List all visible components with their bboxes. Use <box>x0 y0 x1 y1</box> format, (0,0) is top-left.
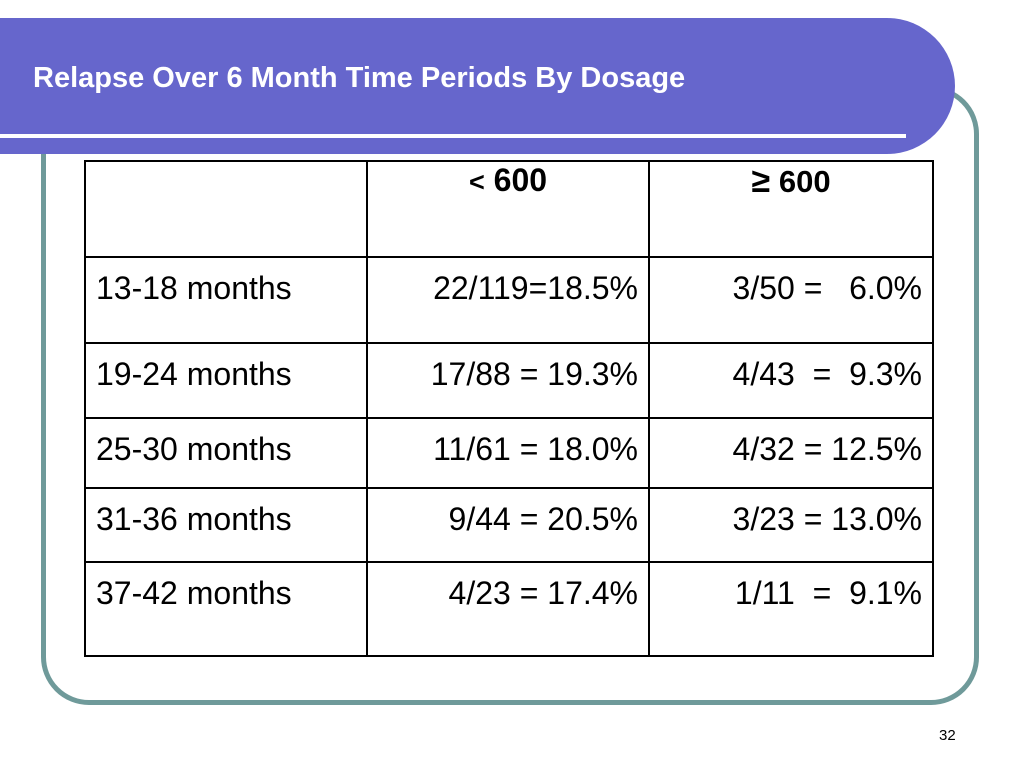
header-below-600: < 600 <box>366 160 650 258</box>
table-row: 19-24 months 17/88 = 19.3% 4/43 = 9.3% <box>84 342 934 419</box>
table-row: 25-30 months 11/61 = 18.0% 4/32 = 12.5% <box>84 417 934 489</box>
less-than-symbol: < <box>468 167 485 197</box>
at-or-above-600-cell: 3/50 = 6.0% <box>648 256 934 344</box>
below-600-cell: 17/88 = 19.3% <box>366 342 650 419</box>
table-row: 31-36 months 9/44 = 20.5% 3/23 = 13.0% <box>84 487 934 563</box>
title-bar <box>0 18 955 154</box>
slide-title: Relapse Over 6 Month Time Periods By Dos… <box>33 62 686 94</box>
title-underline <box>0 134 906 138</box>
table-row: 37-42 months 4/23 = 17.4% 1/11 = 9.1% <box>84 561 934 657</box>
table-header-row: < 600 ≥ 600 <box>84 160 934 258</box>
period-cell: 13-18 months <box>84 256 368 344</box>
below-600-cell: 9/44 = 20.5% <box>366 487 650 563</box>
at-or-above-600-cell: 4/32 = 12.5% <box>648 417 934 489</box>
greater-equal-symbol: ≥ <box>751 162 771 200</box>
below-600-cell: 22/119=18.5% <box>366 256 650 344</box>
period-cell: 25-30 months <box>84 417 368 489</box>
header-empty-cell <box>84 160 368 258</box>
at-or-above-600-cell: 1/11 = 9.1% <box>648 561 934 657</box>
below-600-cell: 11/61 = 18.0% <box>366 417 650 489</box>
page-number: 32 <box>939 727 956 744</box>
at-or-above-600-cell: 4/43 = 9.3% <box>648 342 934 419</box>
at-or-above-600-cell: 3/23 = 13.0% <box>648 487 934 563</box>
period-cell: 37-42 months <box>84 561 368 657</box>
below-600-cell: 4/23 = 17.4% <box>366 561 650 657</box>
period-cell: 31-36 months <box>84 487 368 563</box>
table-row: 13-18 months 22/119=18.5% 3/50 = 6.0% <box>84 256 934 344</box>
period-cell: 19-24 months <box>84 342 368 419</box>
header-at-or-above-600: ≥ 600 <box>648 160 934 258</box>
relapse-table: < 600 ≥ 600 13-18 months 22/119=18.5% 3/… <box>84 160 934 657</box>
